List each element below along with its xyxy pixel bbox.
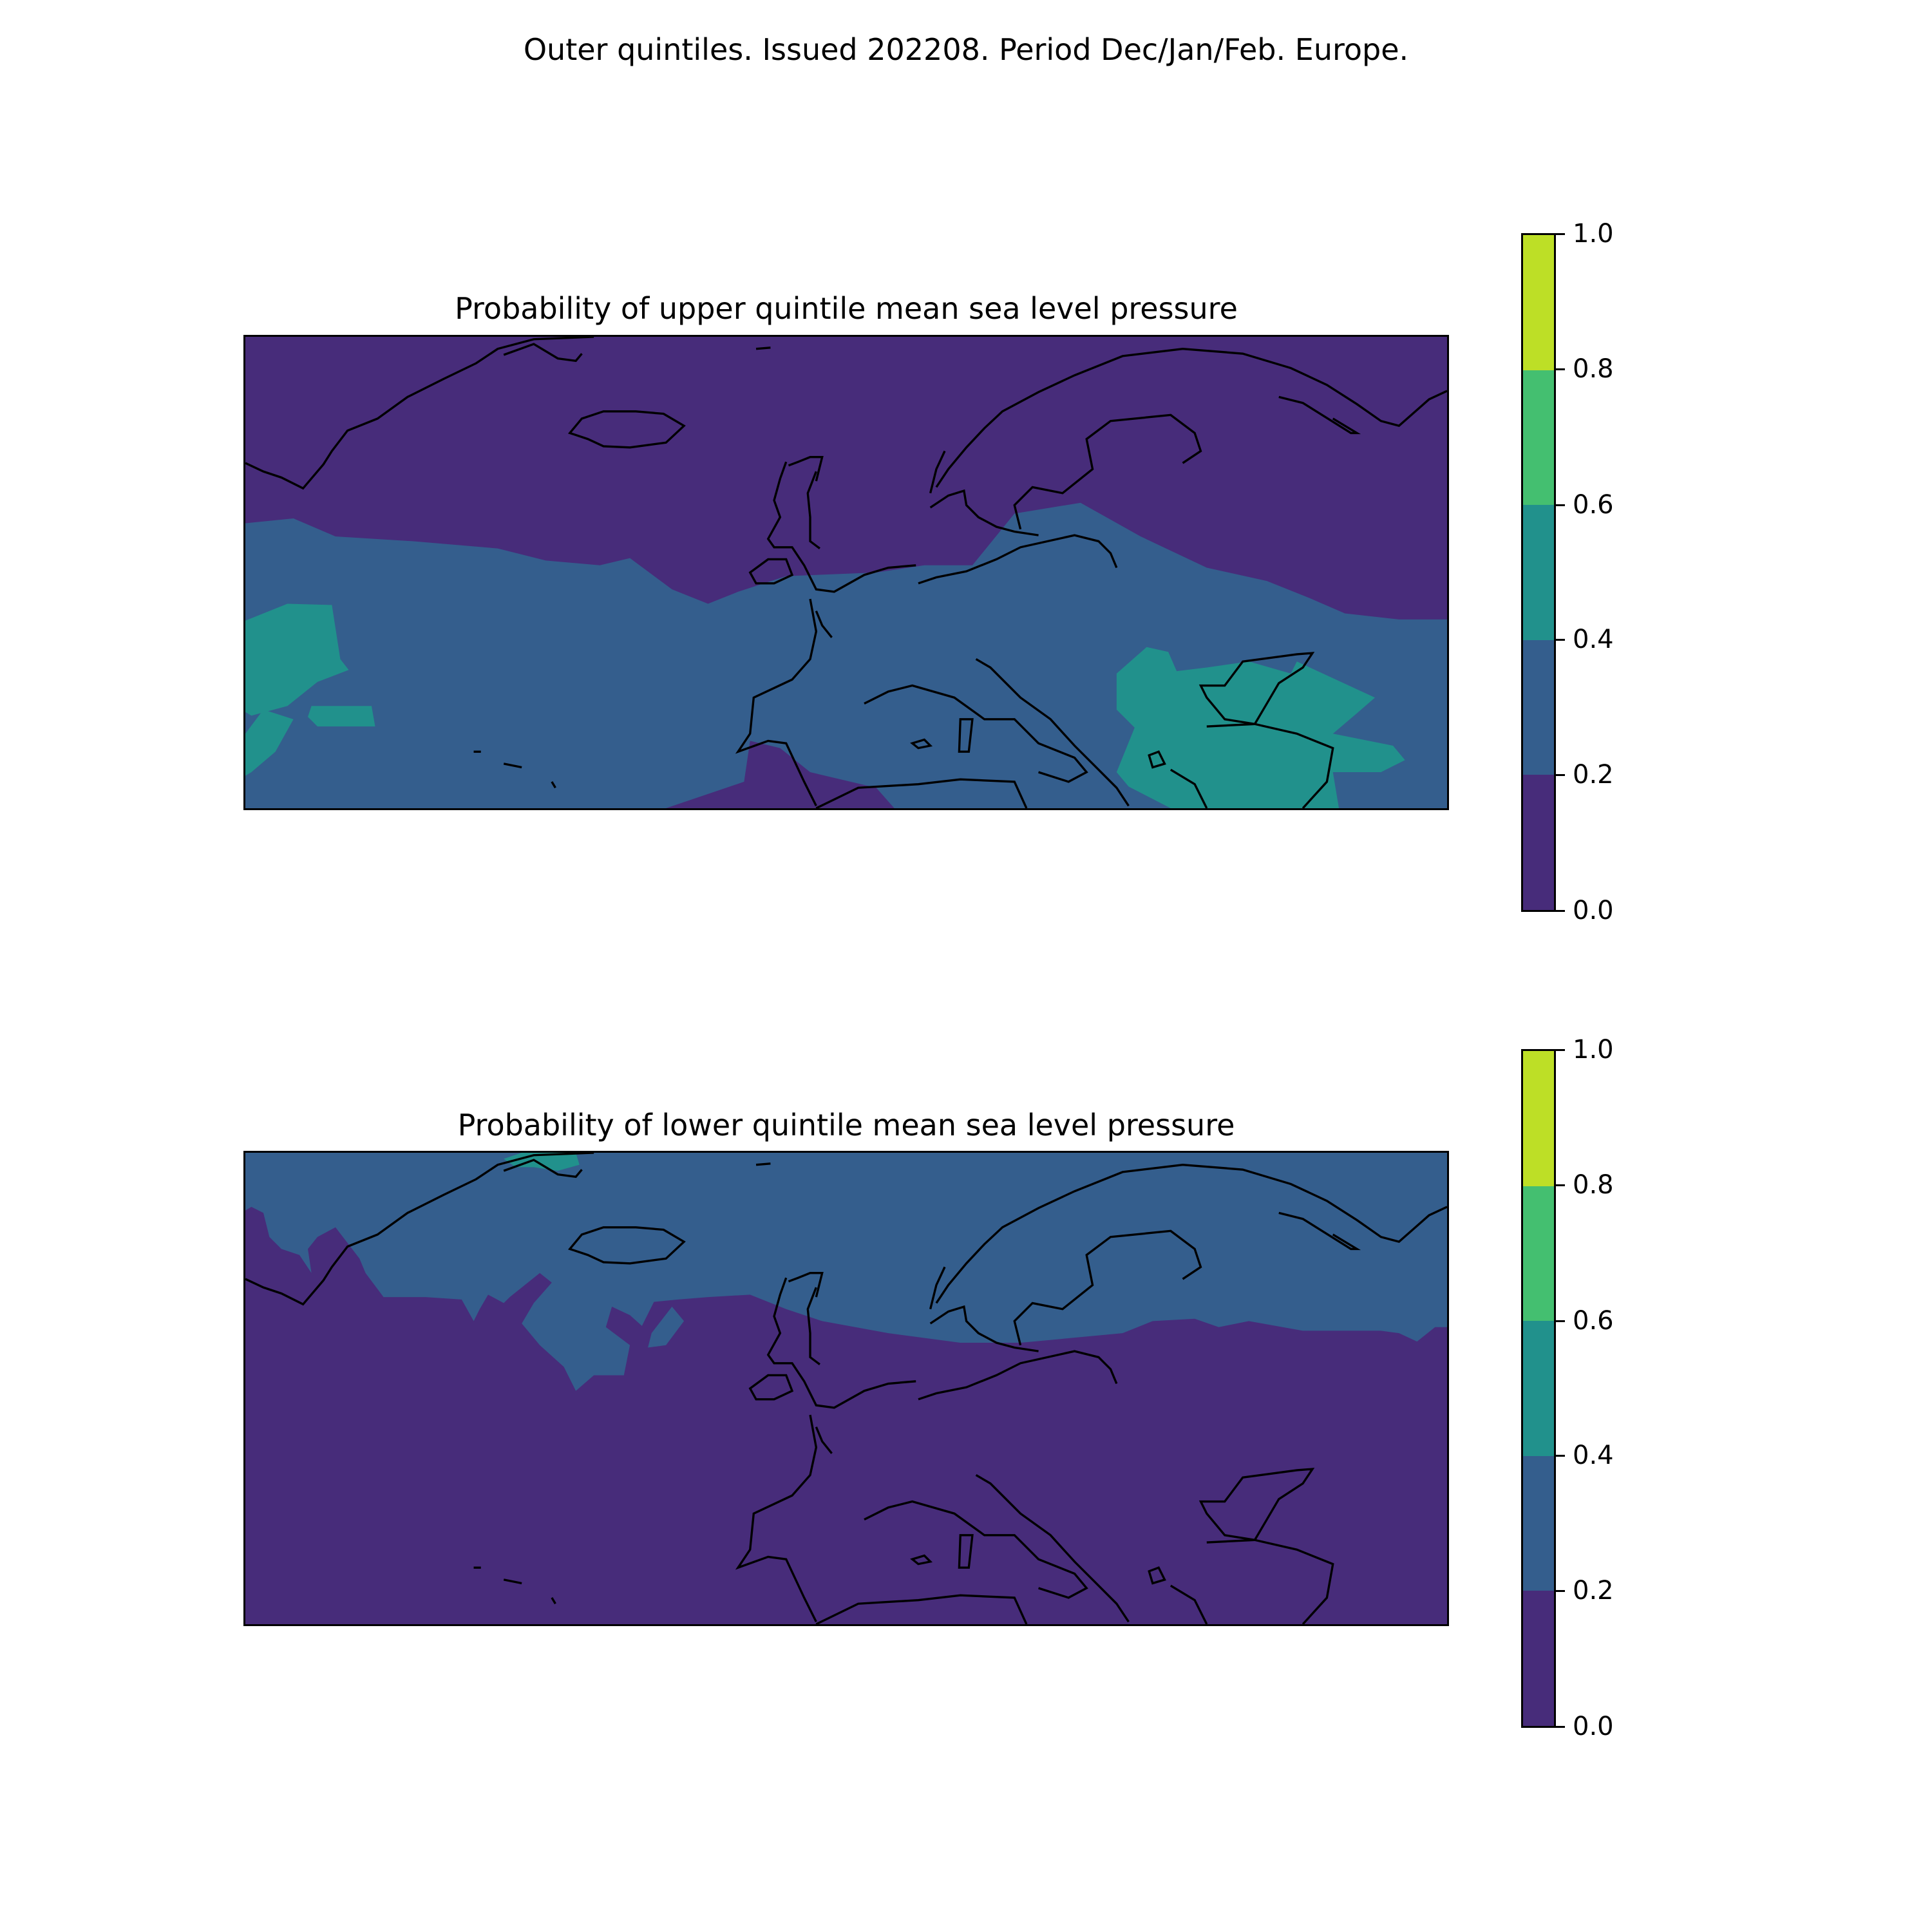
colorbar-lower-bin-0.4-0.6: [1523, 1321, 1554, 1456]
colorbar-upper-tick: [1556, 233, 1565, 235]
colorbar-upper-ticklabel: 0.0: [1573, 896, 1614, 925]
colorbar-upper-bin-0.0-0.2: [1523, 775, 1554, 910]
colorbar-lower-tick: [1556, 1726, 1565, 1728]
coastlines-lower: [245, 1153, 1447, 1624]
colorbar-lower-ticklabel: 0.8: [1573, 1170, 1614, 1200]
colorbar-upper: [1521, 233, 1556, 912]
colorbar-upper-bin-0.8-1.0: [1523, 235, 1554, 370]
coastlines-upper: [245, 337, 1447, 808]
colorbar-lower-bin-0.2-0.4: [1523, 1455, 1554, 1591]
colorbar-lower-ticklabel: 0.4: [1573, 1441, 1614, 1470]
map-upper-quintile: [243, 335, 1449, 810]
colorbar-upper-bin-0.2-0.4: [1523, 639, 1554, 775]
colorbar-upper-ticklabel: 1.0: [1573, 219, 1614, 249]
colorbar-lower-ticklabel: 0.6: [1573, 1306, 1614, 1336]
colorbar-lower-bin-0.6-0.8: [1523, 1186, 1554, 1321]
colorbar-upper-tick: [1556, 910, 1565, 912]
fill-bin-0.2-0.4: [245, 1153, 1447, 1391]
colorbar-upper-tick: [1556, 368, 1565, 370]
fill-bin-0.4-0.6-atlantic: [245, 603, 349, 716]
colorbar-upper-ticklabel: 0.4: [1573, 625, 1614, 654]
colorbar-lower-tick: [1556, 1590, 1565, 1592]
panel-upper-title: Probability of upper quintile mean sea l…: [455, 291, 1238, 326]
colorbar-upper-ticklabel: 0.8: [1573, 354, 1614, 384]
colorbar-lower-tick: [1556, 1049, 1565, 1051]
map-lower-svg: [245, 1153, 1447, 1624]
colorbar-lower-tick: [1556, 1184, 1565, 1186]
colorbar-upper-bin-0.6-0.8: [1523, 370, 1554, 506]
colorbar-lower-bin-0.0-0.2: [1523, 1591, 1554, 1726]
fill-bin-0.4-0.6-atlantic-3: [245, 709, 294, 776]
colorbar-lower-tick: [1556, 1320, 1565, 1322]
colorbar-lower-ticklabel: 0.2: [1573, 1576, 1614, 1605]
figure-suptitle: Outer quintiles. Issued 202208. Period D…: [523, 32, 1409, 67]
colorbar-lower: [1521, 1049, 1556, 1728]
panel-lower-title: Probability of lower quintile mean sea l…: [457, 1108, 1235, 1142]
map-upper-svg: [245, 337, 1447, 808]
colorbar-upper-tick: [1556, 774, 1565, 776]
colorbar-upper-bin-0.4-0.6: [1523, 505, 1554, 640]
fill-bin-0.4-0.6-east: [1116, 647, 1405, 808]
map-lower-quintile: [243, 1151, 1449, 1626]
colorbar-upper-ticklabel: 0.2: [1573, 760, 1614, 790]
fill-bin-0.4-0.6-atlantic-2: [308, 706, 375, 727]
colorbar-lower-bin-0.8-1.0: [1523, 1051, 1554, 1186]
colorbar-lower-ticklabel: 0.0: [1573, 1712, 1614, 1741]
colorbar-upper-ticklabel: 0.6: [1573, 490, 1614, 520]
fill-bin-0.2-0.4-2: [648, 1307, 685, 1348]
colorbar-upper-tick: [1556, 504, 1565, 506]
colorbar-lower-tick: [1556, 1455, 1565, 1457]
colorbar-lower-ticklabel: 1.0: [1573, 1035, 1614, 1065]
colorbar-upper-tick: [1556, 639, 1565, 641]
